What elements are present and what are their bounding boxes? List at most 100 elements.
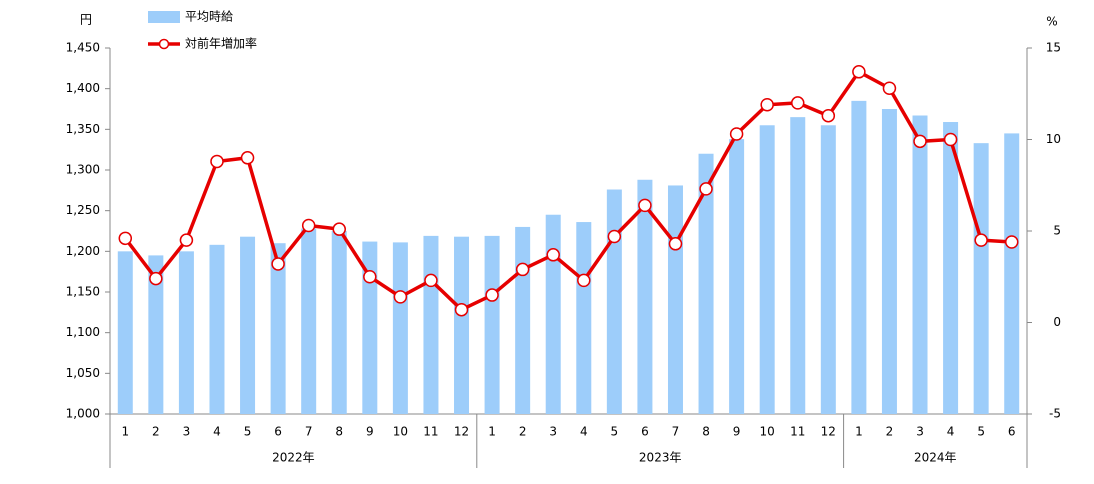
line-marker [301,218,316,233]
y2-tick-label: 10 [1046,132,1061,146]
line-marker [699,182,713,196]
y2-axis-unit: % [1046,15,1057,29]
line-marker [149,271,163,286]
line-marker [393,290,408,304]
bar [209,244,225,414]
x-tick-label: 7 [672,425,680,439]
line-marker [1004,235,1019,249]
line-marker [668,237,683,251]
line-marker [515,262,530,277]
legend-label: 対前年増加率 [185,36,257,51]
x-tick-label: 4 [213,425,221,439]
line-marker [913,134,927,149]
line-marker [729,127,744,141]
line-marker [760,97,774,112]
bar [148,255,164,414]
line-marker [271,257,285,271]
bar [515,226,531,414]
x-tick-label: 4 [580,425,588,439]
x-tick-label: 5 [611,425,619,439]
bar [117,251,133,414]
bar [301,228,317,414]
y2-tick-label: -5 [1049,407,1061,421]
line-marker [974,233,988,247]
bar [576,222,592,414]
x-tick-label: 8 [702,425,710,439]
y-tick-label: 1,100 [66,325,100,339]
bar [943,122,959,414]
bar [331,231,347,414]
x-tick-label: 9 [733,425,741,439]
line-marker [363,270,377,284]
x-tick-label: 9 [366,425,374,439]
x-tick-label: 1 [488,425,496,439]
bar [454,236,470,414]
bar [240,236,256,414]
x-tick-label: 3 [916,425,924,439]
legend-swatch [158,38,170,50]
y-tick-label: 1,400 [66,81,100,95]
bar [790,117,806,414]
x-tick-label: 10 [393,425,408,439]
line-marker [546,248,560,262]
y-tick-label: 1,050 [66,366,100,380]
line-marker [791,96,805,110]
line-marker [821,108,836,123]
line-marker [454,302,469,317]
bar [392,242,408,414]
bar [606,189,622,414]
bar [912,115,928,415]
y-tick-label: 1,350 [66,122,100,136]
line-marker [179,233,194,247]
bar [667,185,683,414]
group-label: 2023年 [639,451,682,465]
bar [973,143,989,414]
bar [178,251,194,414]
bar [729,139,745,415]
bar [851,100,867,414]
bar [484,235,500,414]
y2-tick-label: 15 [1046,41,1061,55]
bar [820,125,836,415]
x-tick-label: 12 [821,425,836,439]
x-tick-label: 2 [152,425,160,439]
y-tick-label: 1,450 [66,41,100,55]
x-tick-label: 2 [519,425,527,439]
bar [362,241,378,414]
group-label: 2024年 [914,451,957,465]
line [123,70,1012,312]
x-tick-label: 6 [641,425,649,439]
x-tick-label: 5 [977,425,985,439]
x-tick-label: 7 [305,425,313,439]
y2-tick-label: 0 [1053,315,1061,329]
line-marker [118,231,133,246]
bar [637,179,653,414]
line-marker [240,151,255,165]
bar [1004,133,1020,414]
y-tick-label: 1,000 [66,407,100,421]
x-tick-label: 5 [244,425,252,439]
bar [759,125,775,415]
y-tick-label: 1,200 [66,244,100,258]
bar [545,214,561,414]
y2-tick-label: 5 [1053,224,1061,238]
bar [881,109,897,414]
legend-swatch [148,11,180,23]
y-tick-label: 1,250 [66,203,100,217]
x-tick-label: 6 [1008,425,1016,439]
bar [698,153,714,414]
group-label: 2022年 [272,451,315,465]
x-tick-label: 4 [947,425,955,439]
y-tick-label: 1,300 [66,163,100,177]
line-marker [638,198,652,213]
line-marker [607,229,622,244]
y-axis-unit: 円 [80,13,92,27]
x-tick-label: 2 [886,425,894,439]
line-marker [210,154,224,169]
x-tick-label: 11 [423,425,438,439]
line-marker [852,65,866,79]
legend-label: 平均時給 [185,10,233,24]
x-tick-label: 3 [549,425,557,439]
bar [270,243,286,414]
